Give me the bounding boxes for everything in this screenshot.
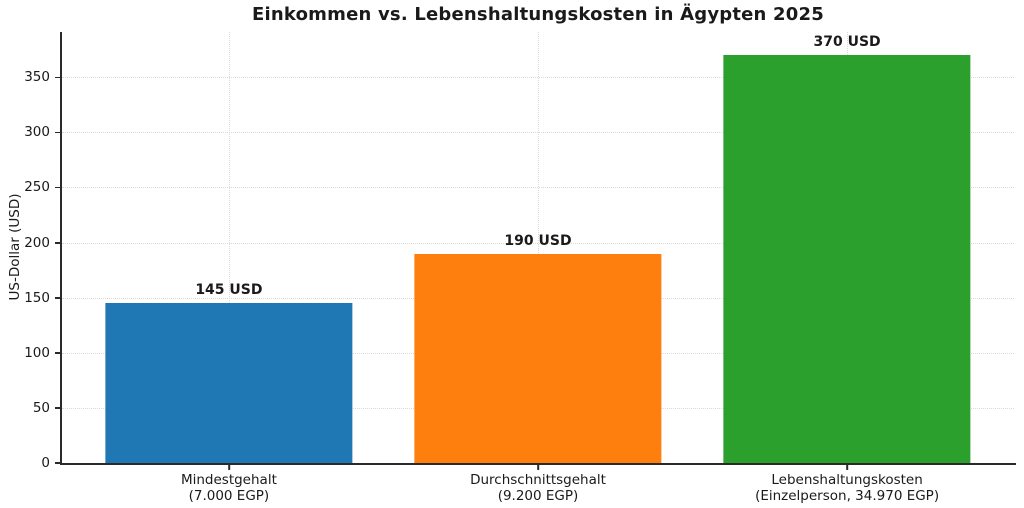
- x-tick-label-line: (7.000 EGP): [188, 488, 270, 504]
- bar-value-label: 370 USD: [813, 34, 881, 51]
- y-tick: [55, 352, 62, 354]
- y-tick-label: 100: [24, 344, 50, 361]
- y-axis-spine: [60, 32, 62, 465]
- x-tick-label-line: (Einzelperson, 34.970 EGP): [755, 488, 940, 504]
- bar-1: [105, 303, 353, 463]
- y-tick-label: 200: [24, 234, 50, 251]
- y-tick: [55, 76, 62, 79]
- y-tick-label: 50: [32, 399, 50, 416]
- y-tick-label: 150: [24, 289, 50, 306]
- y-tick-label: 350: [24, 69, 50, 86]
- bar-value-label: 145 USD: [195, 282, 263, 299]
- x-tick-label: Lebenshaltungskosten (Einzelperson, 34.97…: [755, 472, 939, 504]
- y-tick: [55, 131, 62, 134]
- x-tick-label-line: Lebenshaltungskosten: [771, 472, 923, 488]
- bar-3: [723, 55, 971, 463]
- x-tick-label-line: Mindestgehalt: [180, 472, 277, 488]
- x-tick-label-line: (9.200 EGP): [497, 488, 579, 504]
- y-tick: [55, 241, 62, 244]
- v-gridline: [228, 32, 230, 463]
- y-tick: [55, 462, 62, 464]
- chart-title: Einkommen vs. Lebenshaltungskosten in Äg…: [252, 4, 824, 25]
- bar-2: [414, 253, 662, 463]
- plot-area: 0 50 100 150 200 250 300 350 145 USD Mindestgehal…: [24, 32, 1014, 504]
- x-tick-label: Mindestgehalt (7.000 EGP): [181, 472, 277, 504]
- bar-value-label: 190 USD: [504, 232, 572, 249]
- y-tick: [55, 407, 62, 409]
- y-tick-label: 250: [24, 179, 50, 196]
- x-tick: [537, 463, 539, 470]
- x-tick: [846, 463, 848, 470]
- y-tick: [55, 297, 62, 299]
- y-tick-label: 0: [41, 455, 50, 471]
- x-tick-label-line: Durchschnittsgehalt: [470, 472, 606, 488]
- x-tick-label: Durchschnittsgehalt (9.200 EGP): [470, 472, 606, 504]
- x-tick: [228, 463, 230, 470]
- y-tick: [55, 186, 62, 189]
- v-gridline: [538, 32, 539, 463]
- y-tick-label: 300: [24, 124, 50, 141]
